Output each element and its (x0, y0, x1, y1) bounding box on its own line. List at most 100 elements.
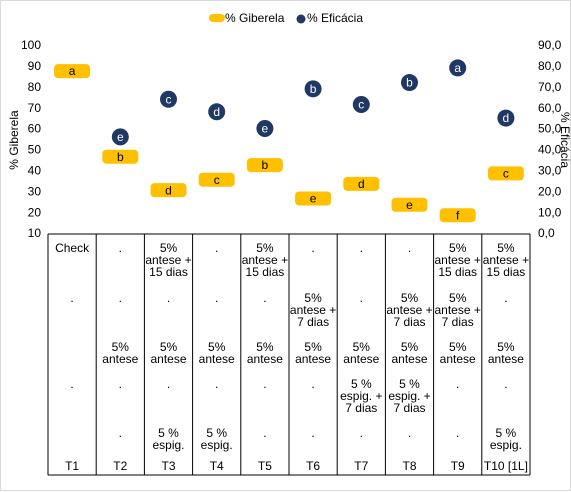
giberela-marker (150, 183, 187, 198)
y2-tick-label: 20,0 (538, 184, 562, 198)
table-cell: . (408, 426, 411, 440)
table-cell: 5% antese (488, 340, 524, 366)
giberela-marker (439, 208, 476, 223)
y-tick-label: 80 (28, 80, 42, 94)
table-cell: . (70, 377, 73, 391)
y-tick-label: 60 (28, 122, 42, 136)
table-cell: . (119, 241, 122, 255)
legend-giberela-swatch (209, 14, 225, 22)
giberela-marker (54, 64, 91, 79)
y2-tick-label: 70,0 (538, 80, 562, 94)
x-category-label: T9 (451, 459, 465, 473)
eficacia-data-label: a (454, 61, 461, 75)
y-tick-label: 10 (28, 226, 42, 240)
eficacia-data-label: e (262, 122, 269, 136)
eficacia-marker (352, 95, 370, 113)
y-tick-label: 90 (28, 59, 42, 73)
table-cell: 5% antese +15 dias (435, 241, 481, 279)
table-cell: 5% antese +15 dias (145, 241, 191, 279)
giberela-marker (295, 191, 332, 206)
y-tick-label: 40 (28, 164, 42, 178)
y2-tick-label: 40,0 (538, 143, 562, 157)
table-cell: . (215, 291, 218, 305)
y2-tick-label: 90,0 (538, 38, 562, 52)
table-cell: . (119, 291, 122, 305)
table-cell: . (360, 426, 363, 440)
y2-tick-label: 10,0 (538, 205, 562, 219)
giberela-marker (246, 158, 283, 173)
table-cell: 5 % espig. (490, 426, 522, 452)
table-cell: . (311, 241, 314, 255)
table-cell: 5 % espig. +7 dias (340, 377, 382, 415)
eficacia-marker (401, 74, 418, 92)
table-cell: . (360, 241, 363, 255)
y2-tick-label: 60,0 (538, 101, 562, 115)
x-category-label: T10 [1L] (484, 459, 528, 473)
eficacia-marker (208, 103, 226, 121)
table-cell: 5% antese (199, 340, 235, 366)
table-cell: 5% antese (102, 340, 138, 366)
table-cell: 5 % espig. (152, 426, 184, 452)
legend-eficacia-swatch (296, 14, 306, 24)
table-cell: 5% antese +15 dias (242, 241, 288, 279)
giberela-data-label: c (214, 173, 220, 187)
giberela-marker (487, 166, 524, 181)
giberela-data-label: c (503, 167, 509, 181)
eficacia-data-label: d (503, 111, 510, 125)
table-cell: . (167, 291, 170, 305)
y-tick-label: 100 (21, 38, 41, 52)
eficacia-marker (304, 80, 322, 98)
table-cell: . (311, 426, 314, 440)
table-cell: . (311, 377, 314, 391)
table-cell: 5 % espig. +7 dias (388, 377, 430, 415)
giberela-marker (102, 149, 139, 164)
y2-tick-label: 80,0 (538, 59, 562, 73)
giberela-data-label: e (406, 198, 413, 212)
table-cell: . (408, 241, 411, 255)
eficacia-data-label: c (358, 98, 364, 112)
table-cell: 5 % espig. (201, 426, 233, 452)
table-cell: 5% antese +7 dias (435, 291, 481, 329)
giberela-marker (198, 172, 235, 187)
table-cell: 5% antese (295, 340, 331, 366)
table-cell: 5% antese (391, 340, 427, 366)
eficacia-marker (449, 59, 467, 77)
table-cell: . (456, 377, 459, 391)
x-category-label: T5 (258, 459, 272, 473)
x-category-label: T7 (354, 459, 368, 473)
x-category-label: T4 (210, 459, 224, 473)
eficacia-data-label: e (117, 130, 124, 144)
y-tick-label: 70 (28, 101, 42, 115)
table-cell: 5% antese +7 dias (290, 291, 336, 329)
eficacia-marker (497, 109, 515, 127)
giberela-data-label: a (69, 64, 76, 78)
x-category-label: T6 (306, 459, 320, 473)
giberela-data-label: b (117, 150, 124, 164)
table-cell: . (119, 426, 122, 440)
x-category-label: T3 (161, 459, 175, 473)
eficacia-marker (256, 120, 274, 138)
giberela-data-label: f (456, 208, 460, 222)
table-cell: . (504, 291, 507, 305)
y2-tick-label: 30,0 (538, 164, 562, 178)
x-category-label: T1 (65, 459, 79, 473)
table-cell: Check (55, 241, 90, 255)
table-cell: . (360, 291, 363, 305)
table-cell: . (215, 241, 218, 255)
table-cell: . (263, 377, 266, 391)
eficacia-data-label: c (166, 92, 172, 106)
y2-axis-title: % Eficácia (558, 112, 571, 168)
y-tick-label: 20 (28, 205, 42, 219)
table-cell: . (263, 426, 266, 440)
giberela-marker (343, 176, 380, 191)
legend-eficacia-label: % Eficácia (307, 11, 363, 25)
table-cell: 5% antese (247, 340, 283, 366)
table-cell: 5% antese +15 dias (483, 241, 529, 279)
x-category-label: T2 (113, 459, 127, 473)
y-axis-title: % Giberela (7, 110, 21, 170)
table-cell: . (70, 291, 73, 305)
table-cell: . (215, 377, 218, 391)
table-cell: . (119, 377, 122, 391)
